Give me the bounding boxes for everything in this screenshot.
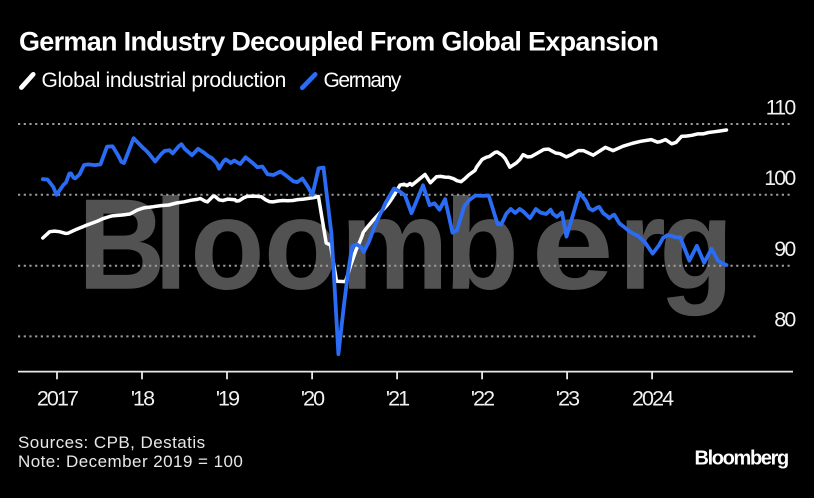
svg-text:'22: '22 xyxy=(471,387,494,411)
svg-text:110: 110 xyxy=(766,95,797,119)
svg-text:Germany: Germany xyxy=(324,69,402,92)
svg-text:'21: '21 xyxy=(386,387,409,411)
svg-text:2024: 2024 xyxy=(632,387,674,411)
svg-text:2017: 2017 xyxy=(37,387,78,411)
svg-text:e: e xyxy=(531,173,613,317)
svg-text:80: 80 xyxy=(774,308,796,332)
svg-text:Global industrial production: Global industrial production xyxy=(42,69,286,92)
svg-text:Note: December 2019 = 100: Note: December 2019 = 100 xyxy=(18,452,243,471)
svg-text:'19: '19 xyxy=(216,387,239,411)
svg-text:'20: '20 xyxy=(301,387,325,411)
svg-text:Sources: CPB, Destatis: Sources: CPB, Destatis xyxy=(18,433,206,452)
svg-text:90: 90 xyxy=(774,237,796,261)
svg-text:German Industry Decoupled From: German Industry Decoupled From Global Ex… xyxy=(19,26,658,56)
svg-text:Bloomberg: Bloomberg xyxy=(695,448,789,470)
svg-text:'23: '23 xyxy=(556,387,580,411)
svg-text:100: 100 xyxy=(764,166,796,190)
svg-text:'18: '18 xyxy=(131,387,155,411)
